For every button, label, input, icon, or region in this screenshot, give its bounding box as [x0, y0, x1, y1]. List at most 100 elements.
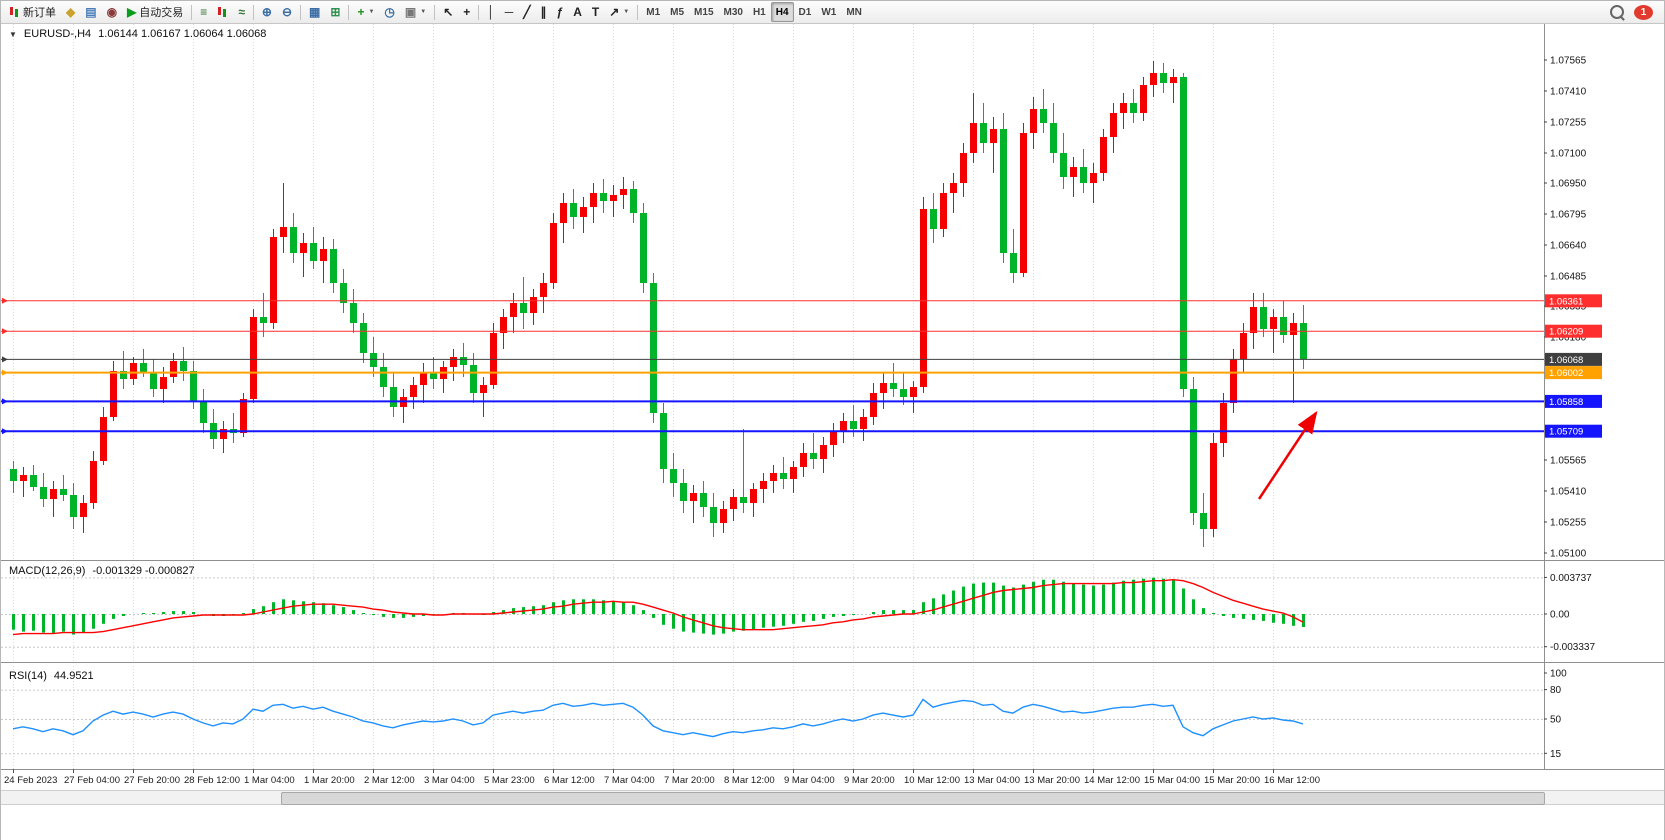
candle-bear: [1060, 153, 1067, 177]
template-button[interactable]: ▣ ▼: [400, 2, 431, 22]
search-icon[interactable]: [1610, 5, 1624, 19]
tile-windows-button[interactable]: ▦: [304, 2, 325, 22]
price-axis-label: 1.05255: [1550, 518, 1587, 529]
timeframe-mn-button[interactable]: MN: [846, 6, 862, 18]
market-watch-button[interactable]: ◆: [61, 2, 80, 22]
toolbar-separator: [300, 4, 302, 20]
candle-bull: [690, 493, 697, 501]
date-axis-label: 16 Mar 12:00: [1264, 775, 1320, 786]
candle-bull: [1090, 173, 1097, 183]
candle-bull: [730, 497, 737, 509]
sound-alert-icon: ◉: [106, 5, 118, 19]
scrollbar-thumb[interactable]: [281, 792, 1545, 805]
candle-bear: [780, 473, 787, 479]
candle-bear: [390, 387, 397, 407]
resistance-line-2-price-badge: [1545, 324, 1602, 338]
candle-bull: [1240, 333, 1247, 359]
macd-signal-line: [12, 578, 1304, 636]
timeframe-m15-button[interactable]: M15: [694, 6, 714, 18]
support-line-1-badge-label: 1.05858: [1549, 397, 1583, 408]
candle-bull: [410, 385, 417, 397]
timeframe-m1-button[interactable]: M1: [646, 6, 661, 18]
timeframe-h1-button[interactable]: H1: [752, 6, 766, 18]
line-chart-type-button[interactable]: ≈: [233, 2, 250, 22]
horizontal-line-tool-button[interactable]: ─: [500, 2, 519, 22]
toolbar: 新订单 ◆ ▤ ◉ ▶ 自动交易 ≡ ≈ ⊕ ⊖ ▦ ⊞ + ▼ ◷ ▣ ▼ ↖ + │ ─ ╱ ∥ ƒ A T ↗ ▼ M1 M5 M15…: [1, 1, 1664, 24]
candle-bear: [120, 371, 127, 379]
candle-bull: [1140, 85, 1147, 113]
candle-bear: [30, 475, 37, 487]
sound-alert-button[interactable]: ◉: [102, 2, 122, 22]
candle-bull: [130, 363, 137, 379]
trendline-tool-button[interactable]: ╱: [518, 2, 535, 22]
candle-bear: [190, 371, 197, 401]
bar-chart-type-button[interactable]: ≡: [195, 2, 212, 22]
support-line-2-price-badge: [1545, 424, 1602, 438]
candle-bull: [1110, 113, 1117, 137]
chart-window: 1.07565 1.07410 1.07255 1.07100 1.06950 1.067…: [1, 24, 1664, 840]
new-order-button[interactable]: 新订单: [4, 2, 61, 22]
label-tool-button[interactable]: T: [587, 2, 604, 22]
date-axis-label: 9 Mar 20:00: [844, 775, 895, 786]
horizontal-line-tool-icon: ─: [504, 5, 514, 19]
candle-bull: [910, 387, 917, 397]
candle-bear: [1260, 307, 1267, 329]
candle-bull: [620, 189, 627, 195]
candle-bull: [800, 453, 807, 467]
candle-bull: [90, 461, 97, 503]
auto-trading-button[interactable]: ▶ 自动交易: [122, 2, 188, 22]
candle-bull: [20, 475, 27, 481]
candle-bear: [150, 373, 157, 389]
text-tool-button[interactable]: A: [568, 2, 587, 22]
crosshair-tool-icon: +: [463, 5, 471, 19]
notification-badge[interactable]: 1: [1634, 4, 1653, 20]
grid-button[interactable]: ⊞: [325, 2, 345, 22]
timeframe-m30-button[interactable]: M30: [723, 6, 743, 18]
candle-bull: [100, 417, 107, 461]
candle-bull: [220, 429, 227, 439]
candle-bull: [950, 183, 957, 193]
vertical-line-tool-button[interactable]: │: [482, 2, 500, 22]
channel-tool-button[interactable]: ∥: [536, 2, 552, 22]
candlestick-icon: [9, 6, 20, 18]
pivot-line-orange-price-badge: [1545, 366, 1602, 380]
candle-bull: [280, 227, 287, 237]
crosshair-tool-button[interactable]: +: [458, 2, 475, 22]
data-window-button[interactable]: ▤: [80, 2, 101, 22]
candle-bear: [640, 213, 647, 283]
zoom-in-icon: ⊕: [261, 5, 272, 19]
rsi-line: [12, 698, 1304, 738]
timeframe-d1-button[interactable]: D1: [798, 6, 812, 18]
date-axis-label: 8 Mar 12:00: [724, 775, 775, 786]
toolbar-separator: [478, 4, 480, 20]
candle-bear: [10, 469, 17, 481]
date-axis-label: 1 Mar 20:00: [304, 775, 355, 786]
macd-panel-label: MACD(12,26,9) -0.001329 -0.000827: [9, 565, 195, 577]
candle-bear: [850, 421, 857, 429]
horizontal-scrollbar[interactable]: [1, 790, 1664, 805]
candle-bear: [460, 357, 467, 365]
price-axis-label: 1.07565: [1550, 56, 1587, 67]
zoom-in-button[interactable]: ⊕: [257, 2, 277, 22]
arrows-tool-button[interactable]: ↗ ▼: [604, 2, 634, 22]
zoom-out-button[interactable]: ⊖: [277, 2, 297, 22]
price-axis-label: 1.05565: [1550, 456, 1587, 467]
fibonacci-tool-button[interactable]: ƒ: [552, 2, 569, 22]
timeframe-m5-button[interactable]: M5: [670, 6, 685, 18]
date-axis-label: 27 Feb 04:00: [64, 775, 120, 786]
period-clock-button[interactable]: ◷: [379, 2, 399, 22]
candlestick-chart-type-button[interactable]: [212, 2, 233, 22]
date-axis-label: 9 Mar 04:00: [784, 775, 835, 786]
chart-expand-icon[interactable]: ▼: [9, 29, 17, 39]
candle-bear: [370, 353, 377, 367]
grid-icon: ⊞: [330, 5, 341, 19]
new-chart-button[interactable]: + ▼: [352, 2, 379, 22]
candle-bear: [340, 283, 347, 303]
timeframe-h4-button[interactable]: H4: [770, 2, 794, 22]
cursor-tool-button[interactable]: ↖: [438, 2, 458, 22]
trend-arrow-annotation[interactable]: [1257, 410, 1318, 500]
new-order-button-label: 新订单: [23, 7, 56, 19]
date-axis-label: 1 Mar 04:00: [244, 775, 295, 786]
timeframe-w1-button[interactable]: W1: [821, 6, 837, 18]
tile-windows-icon: ▦: [309, 5, 321, 19]
